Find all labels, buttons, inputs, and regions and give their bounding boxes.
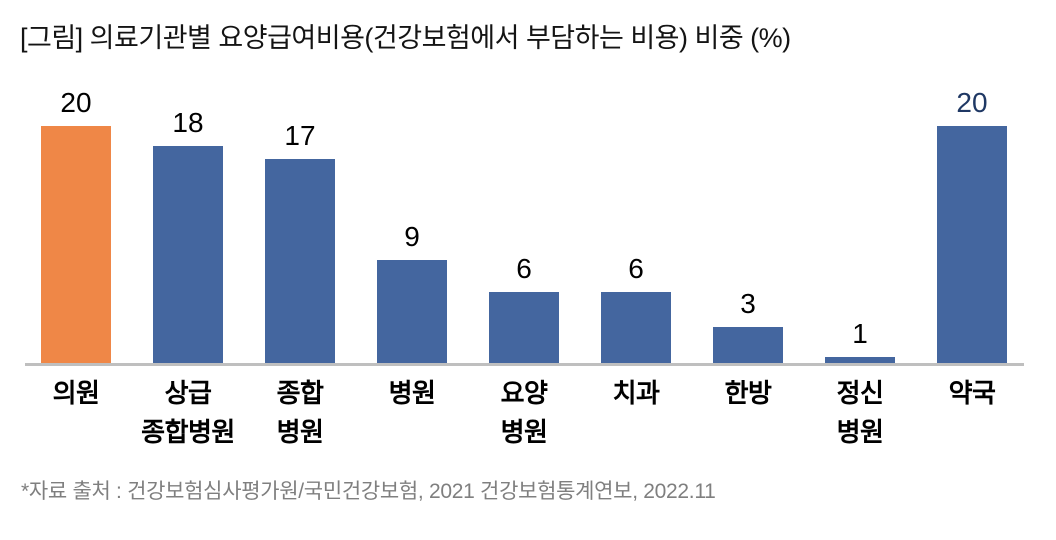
x-axis-label: 의원 xyxy=(52,378,100,408)
source-note: *자료 출처 : 건강보험심사평가원/국민건강보험, 2021 건강보험통계연보… xyxy=(21,480,716,503)
x-axis-label: 요양 병원 xyxy=(500,378,548,447)
x-axis-label: 병원 xyxy=(388,378,436,408)
bar-value-label: 18 xyxy=(172,107,204,138)
bar-9 xyxy=(937,126,1007,363)
bar-6 xyxy=(601,292,671,363)
chart-title: [그림] 의료기관별 요양급여비용(건강보험에서 부담하는 비용) 비중 (%) xyxy=(20,23,791,53)
x-axis-label: 상급 종합병원 xyxy=(141,378,235,447)
bar-value-label: 6 xyxy=(516,253,532,284)
bar-value-label: 17 xyxy=(284,120,316,151)
bar-7 xyxy=(713,327,783,363)
bar-3 xyxy=(265,159,335,363)
x-axis-label: 치과 xyxy=(612,378,660,408)
bar-value-label: 3 xyxy=(740,288,756,319)
x-axis-label: 한방 xyxy=(724,378,772,408)
bar-4 xyxy=(377,260,447,363)
bar-value-label: 1 xyxy=(852,318,868,349)
x-axis-label: 약국 xyxy=(948,378,996,408)
bar-value-label: 20 xyxy=(60,87,92,118)
x-axis-label: 정신 병원 xyxy=(836,378,884,447)
x-axis-line xyxy=(25,363,1024,366)
bar-1 xyxy=(41,126,111,363)
bar-5 xyxy=(489,292,559,363)
bar-value-label: 9 xyxy=(404,221,420,252)
bar-value-label: 20 xyxy=(956,87,988,118)
bar-value-label: 6 xyxy=(628,253,644,284)
bar-8 xyxy=(825,357,895,363)
bar-2 xyxy=(153,146,223,363)
x-axis-label: 종합 병원 xyxy=(276,378,324,447)
